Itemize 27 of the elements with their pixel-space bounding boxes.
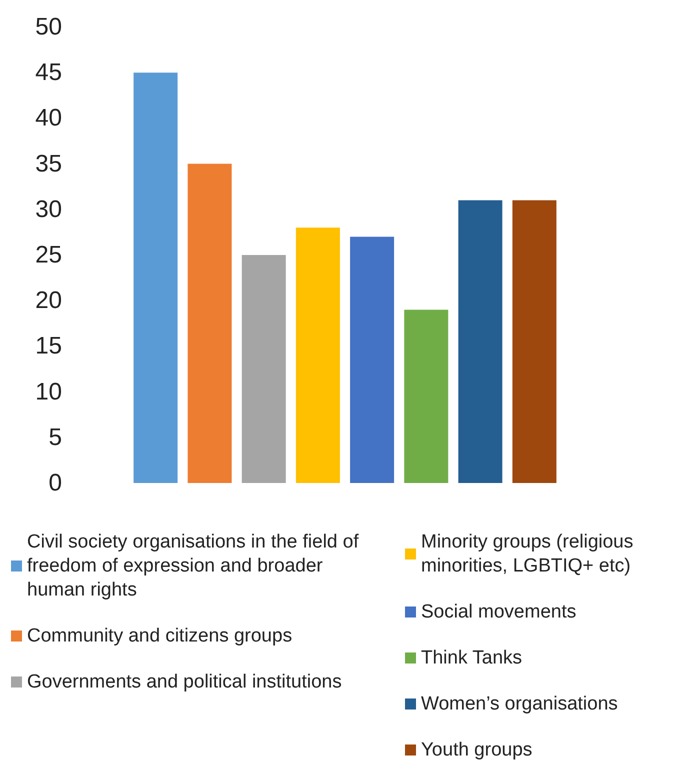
legend-label: Civil society organisations in the field of freedom of expression and broader human rights <box>27 532 364 600</box>
bar <box>350 236 394 483</box>
y-tick-label: 5 <box>48 424 62 451</box>
legend-label: Think Tanks <box>421 648 522 668</box>
legend-label: Youth groups <box>421 740 532 760</box>
y-tick-label: 20 <box>35 287 62 314</box>
y-tick-label: 25 <box>35 242 62 268</box>
y-tick-label: 50 <box>35 14 62 40</box>
y-tick-label: 40 <box>35 104 62 132</box>
y-tick-label: 10 <box>35 378 62 406</box>
bar <box>512 200 556 483</box>
bar <box>242 255 286 483</box>
y-tick-label: 45 <box>35 59 62 86</box>
bar <box>188 164 232 483</box>
legend-label: Social movements <box>421 602 576 622</box>
legend-label: Governments and political institutions <box>27 672 342 692</box>
legend-label: Women’s organisations <box>421 694 618 714</box>
y-tick-label: 15 <box>35 332 62 360</box>
y-tick-label: 35 <box>35 150 62 178</box>
y-tick-label: 0 <box>48 470 62 496</box>
bar <box>404 310 448 483</box>
legend-label: Minority groups (religious minorities, LGBTIQ+ etc) <box>421 532 639 576</box>
y-tick-label: 30 <box>35 196 62 223</box>
bar <box>134 72 178 483</box>
legend-label: Community and citizens groups <box>27 626 292 646</box>
bar <box>296 228 340 483</box>
bar <box>458 200 502 483</box>
